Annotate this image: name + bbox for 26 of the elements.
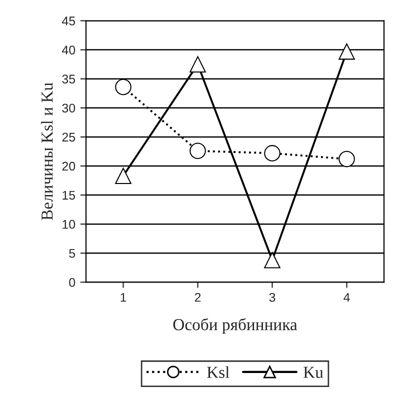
y-tick-label: 45 [62, 16, 76, 26]
x-tick-label: 1 [120, 293, 126, 302]
y-tick-label: 30 [62, 104, 76, 113]
point [190, 56, 206, 72]
point [190, 142, 206, 160]
y-tick-label: 5 [69, 249, 76, 258]
point [338, 150, 355, 168]
y-tick-label: 40 [62, 46, 76, 54]
y-tick-label: 10 [62, 220, 76, 229]
point [115, 168, 132, 184]
y-tick-label: 0 [69, 278, 76, 287]
point [338, 43, 355, 60]
y-tick-label: 20 [62, 162, 76, 171]
y-tick-label: 25 [62, 132, 76, 142]
x-axis-title: Особи рябинника [173, 318, 298, 334]
legend-label: Ku [304, 366, 324, 378]
y-axis-title: Величины Ksl и Ku [41, 82, 53, 220]
x-tick-label: 4 [344, 293, 350, 302]
x-tick-label: 3 [269, 292, 276, 302]
x-tick-label: 2 [194, 292, 201, 302]
legend-label: Ksl [207, 366, 230, 378]
point [115, 78, 132, 96]
point [264, 145, 280, 162]
y-tick-label: 35 [62, 74, 76, 84]
point [264, 252, 280, 268]
y-tick-label: 15 [62, 190, 76, 200]
